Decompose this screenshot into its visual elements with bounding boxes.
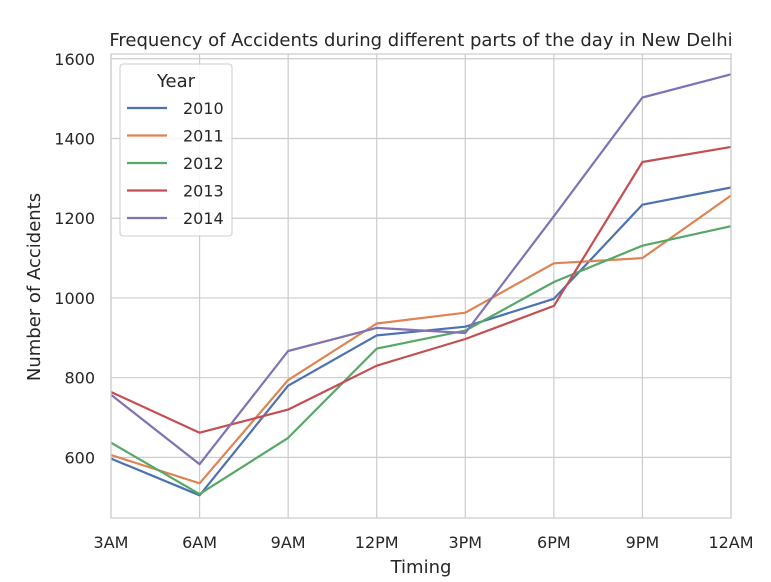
series-line-2011 (110, 194, 732, 485)
series-line-2014 (110, 73, 732, 466)
legend-label-2014: 2014 (183, 209, 224, 228)
legend-label-2013: 2013 (183, 182, 224, 201)
y-tick-label: 1200 (54, 209, 95, 228)
x-tick-label: 9PM (626, 533, 660, 552)
x-tick-label: 3AM (94, 533, 129, 552)
legend: Year 2010 2011 2012 2013 2014 (119, 63, 233, 237)
legend-label-2010: 2010 (183, 99, 224, 118)
plot-frame (110, 53, 732, 519)
y-tick-label: 1600 (54, 50, 95, 69)
x-tick-label: 12PM (355, 533, 399, 552)
x-tick-label: 6PM (537, 533, 571, 552)
x-tick-label: 12AM (708, 533, 753, 552)
legend-items: 2010 2011 2012 2013 2014 (127, 99, 224, 228)
chart-title: Frequency of Accidents during different … (109, 30, 732, 51)
x-tick-labels: 3AM 6AM 9AM 12PM 3PM 6PM 9PM 12AM (94, 533, 754, 552)
y-tick-label: 800 (64, 369, 95, 388)
legend-label-2012: 2012 (183, 154, 224, 173)
y-tick-label: 1400 (54, 130, 95, 149)
series-line-2013 (110, 145, 732, 434)
x-tick-label: 3PM (448, 533, 482, 552)
legend-label-2011: 2011 (183, 127, 224, 146)
y-tick-labels: 600 800 1000 1200 1400 1600 (54, 50, 95, 468)
x-tick-label: 6AM (182, 533, 217, 552)
x-axis-label: Timing (390, 557, 452, 578)
y-tick-label: 1000 (54, 289, 95, 308)
series-line-2012 (110, 225, 732, 496)
y-tick-label: 600 (64, 448, 95, 467)
x-tick-label: 9AM (271, 533, 306, 552)
y-axis-label: Number of Accidents (24, 193, 45, 381)
series-lines (110, 73, 732, 497)
legend-title: Year (156, 71, 196, 92)
